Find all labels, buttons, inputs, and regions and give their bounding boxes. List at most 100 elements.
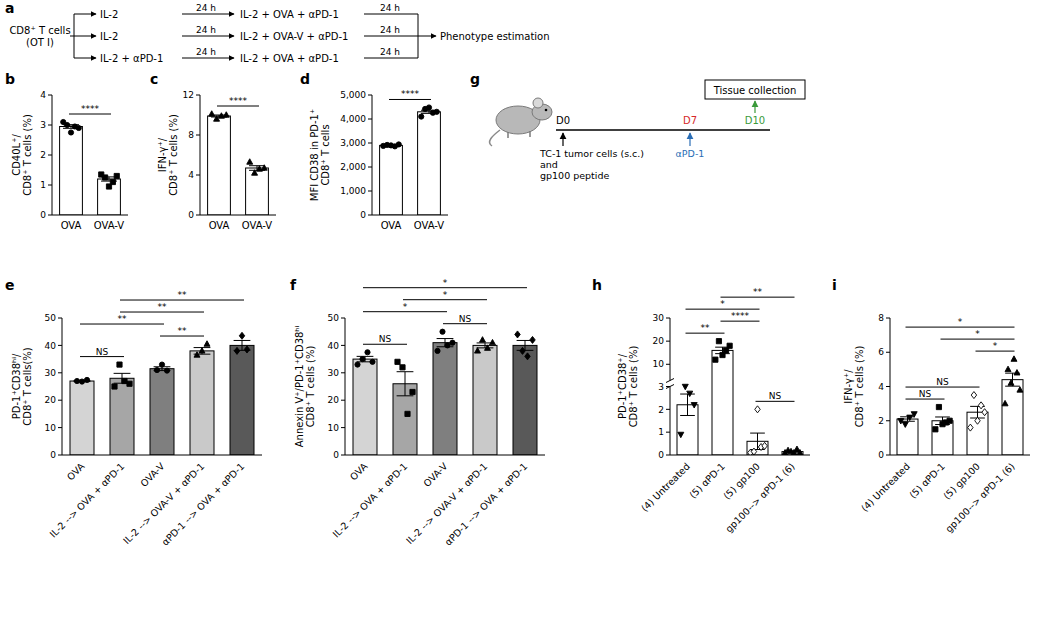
y-axis-label-line: CD8⁺ T cells (%) [305,346,316,428]
y-tick-label: 30 [45,368,57,378]
data-group [208,111,269,215]
y-tick-label: 2 [40,150,46,160]
y-axis-label: Annexin V⁺/PD-1⁺CD38ʰⁱCD8⁺ T cells (%) [294,326,316,448]
axis-break [666,379,674,383]
x-tick-label: OVA-V [242,220,273,231]
injection-label: TC-1 tumor cells (s.c.) [539,148,644,159]
y-tick-label: 4 [40,90,46,100]
data-point [515,331,520,338]
data-point [122,378,127,383]
data-point [971,392,976,399]
data-point [159,362,164,367]
data-point [480,337,486,342]
arrow [182,14,234,15]
y-axis-label-line: PD-1⁺CD38ʰⁱ/ [11,353,22,419]
duration-label: 24 h [380,25,400,35]
x-tick-label: OVA-V [138,460,167,489]
mouse-ear [533,98,543,108]
y-tick-label: 2,000 [340,162,366,172]
y-tick [666,409,670,410]
x-tick-label: (4) Untreated [859,461,912,514]
data-point [978,402,983,409]
day-label: D10 [745,115,765,126]
data-point [261,165,267,170]
significance-label: **** [401,89,420,99]
data-point [751,448,756,455]
y-tick [666,364,670,365]
bar [473,345,497,455]
data-point [1005,366,1011,371]
y-axis-label-line: CD8⁺ T cells(%) [22,347,33,426]
significance-label: ** [701,323,711,333]
arrow [182,58,234,59]
endpoint-label: Tissue collection [713,85,797,96]
y-tick-label: 30 [328,368,340,378]
error-bar-stem [525,340,526,350]
y-axis-label-line: CD8⁺ T cells (%) [168,114,179,196]
y-tick [58,345,62,346]
y-tick [368,143,372,144]
data-point [426,105,431,110]
panel-label: h [592,277,602,293]
panel-f: fAnnexin V⁺/PD-1⁺CD38ʰⁱCD8⁺ T cells (%)0… [290,277,545,548]
mouse-icon [490,98,552,146]
x-tick-label: OVA-V [421,460,450,489]
y-tick-label: 0 [333,450,339,460]
step-label: IL-2 [100,9,118,20]
data-point [687,391,693,396]
connector [364,58,418,59]
data-point [435,348,440,353]
y-axis-label-line: IFN-γ⁺/ [157,137,168,172]
arrow [418,36,436,37]
data-point [678,432,684,437]
data-point [410,389,415,394]
data-point [445,343,450,348]
y-tick [368,95,372,96]
y-tick [886,318,890,319]
y-tick-label: 50 [328,313,340,323]
arrow [754,101,755,113]
significance-label: ** [118,314,128,324]
panel-h: hPD-1⁺CD38⁺/CD8⁺ T cells (%)0123102030(4… [592,277,810,534]
y-tick [196,215,200,216]
data-point [490,339,496,344]
y-tick [368,119,372,120]
significance-label: * [720,299,725,309]
bar [433,343,457,455]
bar [60,127,83,216]
bar [897,419,918,455]
y-axis-label: MFI CD38 in PD-1⁺CD8⁺ T cells [309,109,331,201]
panel-label: b [5,71,15,87]
y-axis-label-line: CD8⁺ T cells (%) [628,346,639,428]
error-bar-cap [249,165,265,166]
y-axis-label-line: IFN-γ⁺/ [843,369,854,404]
data-point [968,424,973,431]
y-tick [341,455,345,456]
error-bar-stem [485,343,486,348]
data-point [530,336,535,343]
y-tick-label: 3,000 [340,138,366,148]
y-tick [196,95,200,96]
y-axis-label: IFN-γ⁺/CD8⁺ T cells (%) [157,114,179,196]
step-label: IL-2 + OVA-V + αPD-1 [240,31,348,42]
data-point [365,350,370,355]
y-tick [666,341,670,342]
data-point [755,406,760,413]
y-axis-label-line: Annexin V⁺/PD-1⁺CD38ʰⁱ [294,326,305,448]
data-point [419,114,424,119]
figure: bCD40L⁺/CD8⁺ T cells (%)01234OVAOVA-V***… [0,0,1050,626]
x-tick-label: IL-2 --> OVA-V + αPD-1 [121,461,206,546]
data-point [244,346,249,353]
data-point [525,353,530,360]
data-point [1011,356,1017,361]
data-group [897,356,1023,455]
arrow [74,14,96,15]
y-axis-line [200,95,201,215]
error-bar-stem [405,372,406,396]
data-point [1014,370,1020,375]
data-point [76,125,81,130]
bar [513,345,537,455]
data-point [691,403,697,408]
bar [246,168,269,215]
y-tick [368,167,372,168]
